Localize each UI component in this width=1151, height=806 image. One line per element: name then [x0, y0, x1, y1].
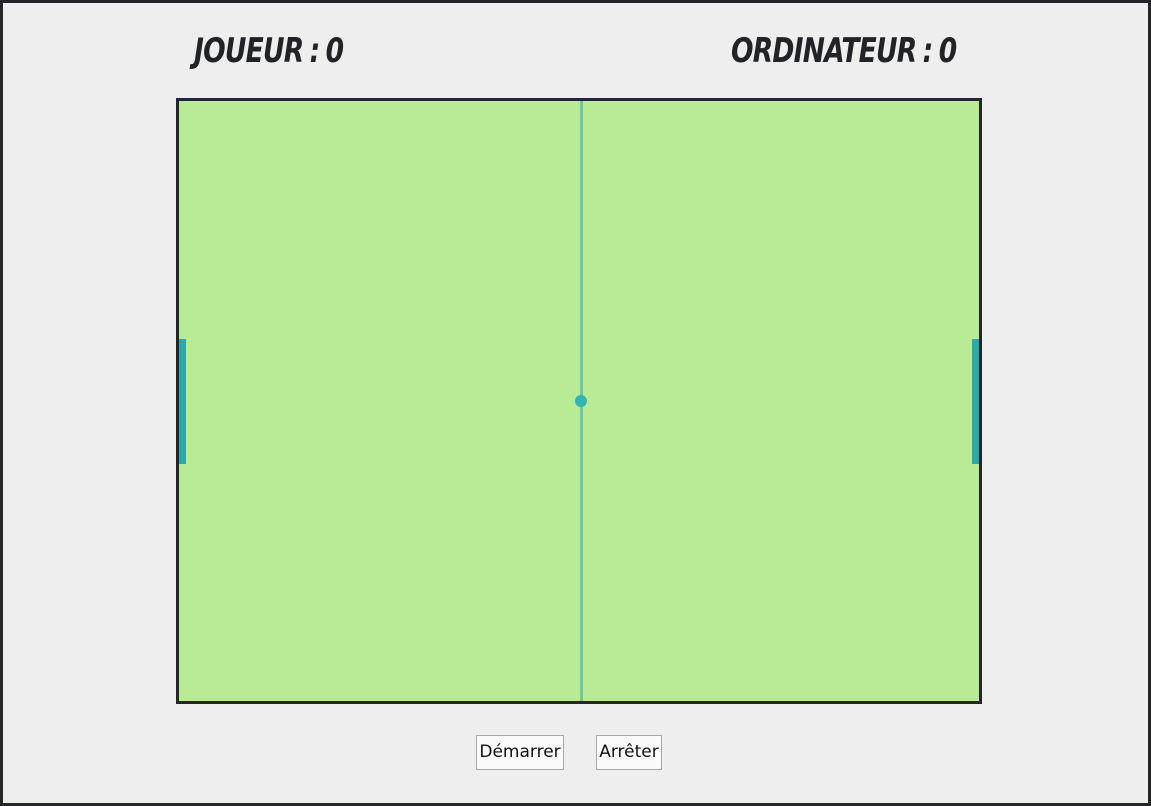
- game-field[interactable]: [176, 98, 982, 704]
- computer-score-separator: :: [922, 31, 934, 71]
- computer-score: ORDINATEUR:0: [731, 29, 957, 73]
- start-button[interactable]: Démarrer: [476, 735, 564, 770]
- player-score: JOUEUR:0: [194, 29, 344, 73]
- player-score-value: 0: [325, 31, 344, 71]
- computer-score-value: 0: [938, 31, 957, 71]
- player-paddle[interactable]: [179, 339, 186, 464]
- stop-button[interactable]: Arrêter: [596, 735, 662, 770]
- player-score-label: JOUEUR: [194, 31, 304, 71]
- computer-score-label: ORDINATEUR: [731, 31, 917, 71]
- ball: [575, 395, 587, 407]
- computer-paddle: [972, 339, 979, 464]
- player-score-separator: :: [309, 31, 321, 71]
